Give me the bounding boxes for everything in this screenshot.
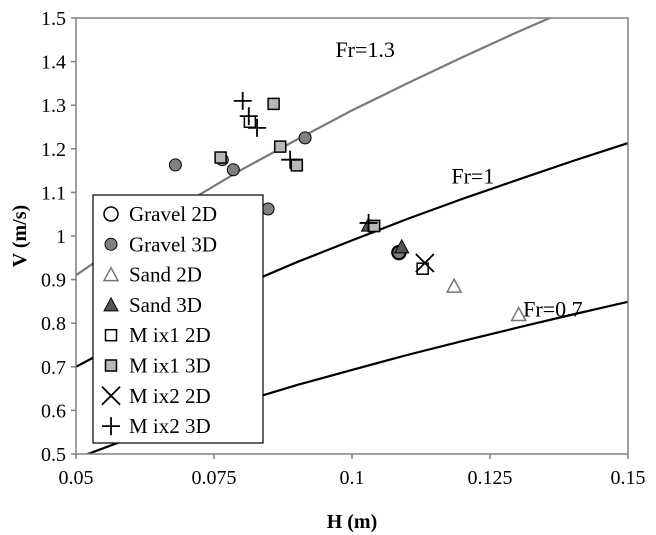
y-tick-label: 0.5: [41, 444, 66, 466]
point-mix23d: [248, 118, 267, 137]
legend-marker: [104, 328, 118, 342]
legend: Gravel 2D Gravel 3D Sand 2D Sand 3D M ix1 2D…: [92, 194, 264, 444]
x-tick-label: 0.075: [192, 467, 237, 489]
legend-box: [92, 194, 264, 444]
x-axis-title: H (m): [327, 511, 378, 533]
legend-label: Gravel 3D: [129, 232, 217, 256]
x-tick-label: 0.15: [611, 467, 646, 489]
legend-label: Gravel 2D: [129, 202, 217, 226]
curve-label: Fr=1: [451, 164, 494, 189]
y-tick-label: 1.1: [41, 182, 66, 204]
legend-marker: [103, 206, 119, 222]
legend-label: Sand 3D: [129, 293, 202, 317]
point-gravel3d: [226, 163, 240, 177]
froude-curve-labels: Fr=1.3 Fr=1 Fr=0.7: [335, 37, 582, 321]
point-mix23d: [239, 107, 258, 126]
legend-marker: [104, 237, 118, 251]
legend-marker: [101, 386, 121, 406]
legend-marker: [102, 417, 120, 436]
y-tick-label: 1.5: [41, 8, 66, 30]
y-tick-label: 1.2: [41, 139, 66, 161]
legend-marker: [103, 296, 119, 312]
y-tick-label: 0.7: [41, 357, 66, 379]
point-sand2d: [510, 305, 527, 322]
point-mix13d: [267, 97, 280, 111]
y-tick-label: 0.9: [41, 270, 66, 292]
legend-label: M ix1 2D: [129, 323, 211, 347]
point-gravel3d: [168, 158, 182, 172]
legend-marker: [104, 359, 118, 372]
curve-label: Fr=0.7: [523, 297, 582, 322]
x-tick-label: 0.05: [59, 467, 94, 489]
y-tick-label: 1: [56, 226, 66, 248]
point-mix22d: [415, 253, 435, 273]
legend-label: M ix1 3D: [129, 354, 211, 378]
point-mix12d: [416, 262, 429, 275]
data-points: [168, 91, 527, 322]
point-mix13d: [273, 140, 287, 153]
point-mix13d: [214, 151, 227, 164]
curve-label: Fr=1.3: [335, 37, 394, 62]
legend-label: M ix2 2D: [129, 384, 211, 408]
point-sand2d: [445, 277, 463, 293]
legend-label: Sand 2D: [129, 263, 202, 287]
y-axis-title: V (m/s): [9, 205, 31, 267]
point-sand3d: [393, 238, 410, 254]
y-tick-label: 0.8: [41, 313, 66, 335]
y-tick-label: 1.3: [41, 95, 66, 117]
point-mix23d: [233, 91, 252, 110]
point-mix12d: [243, 115, 257, 129]
point-gravel3d: [261, 202, 275, 216]
point-gravel3d: [298, 131, 312, 145]
y-tick-label: 1.4: [41, 52, 66, 74]
point-mix13d: [290, 159, 304, 172]
axis-ticks: 0.05 0.075 0.1 0.125 0.15 0.5 0.6 0.7 0.8 0.9 1 1.1…: [41, 8, 646, 489]
legend-marker: [102, 266, 120, 282]
y-tick-label: 0.6: [41, 400, 66, 422]
point-mix23d: [359, 213, 378, 232]
x-tick-label: 0.125: [468, 467, 513, 489]
legend-label: M ix2 3D: [129, 414, 211, 438]
point-mix23d: [281, 150, 300, 169]
x-tick-label: 0.1: [340, 467, 365, 489]
